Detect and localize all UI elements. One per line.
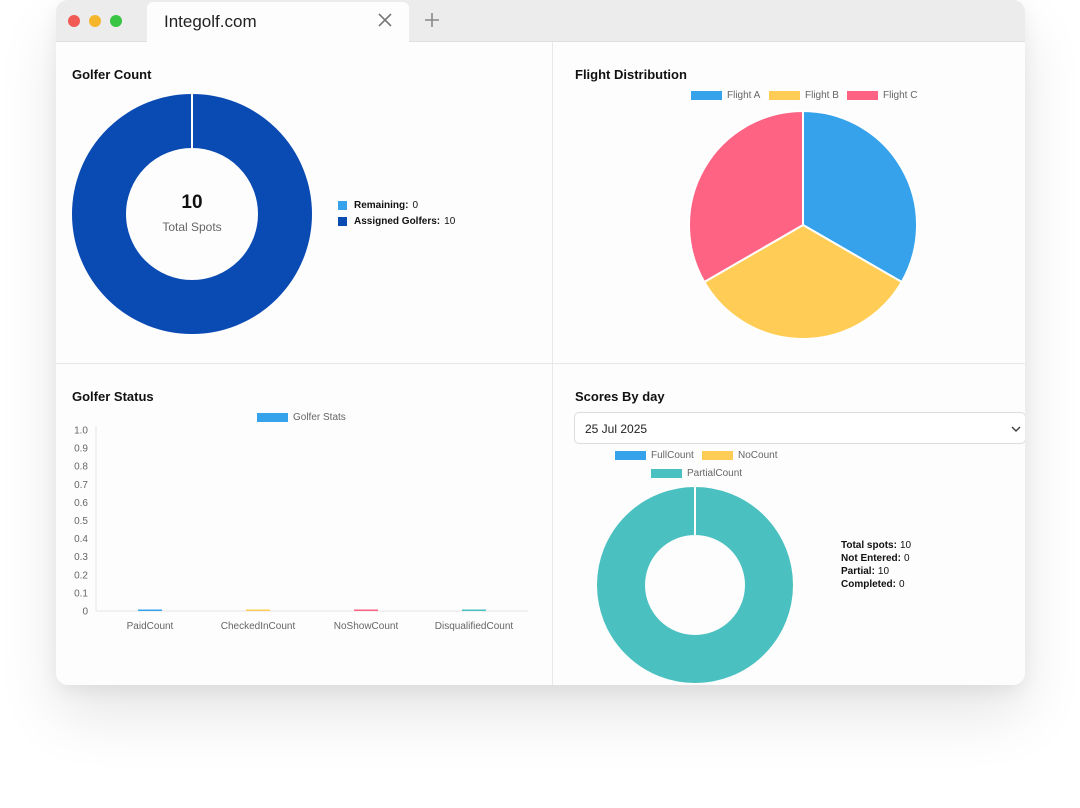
browser-tab[interactable]: Integolf.com xyxy=(147,2,409,42)
flight-a-slice[interactable] xyxy=(802,109,918,284)
y-tick-label: 0.1 xyxy=(74,588,88,599)
new-tab-icon[interactable] xyxy=(422,10,442,30)
minimize-window-button[interactable] xyxy=(89,15,101,27)
flight-b-swatch xyxy=(769,91,800,100)
golfer-status-title: Golfer Status xyxy=(72,389,154,404)
flight-c-label: Flight C xyxy=(883,90,918,101)
legend-flight-c[interactable]: Flight C xyxy=(847,90,917,101)
golfer-count-chart xyxy=(72,94,312,334)
noshowcount-bar[interactable] xyxy=(354,609,378,612)
x-tick-label: DisqualifiedCount xyxy=(435,621,514,632)
y-tick-label: 0.2 xyxy=(74,570,88,581)
chevron-down-icon xyxy=(1011,426,1021,433)
flight-b-slice[interactable] xyxy=(702,223,904,340)
y-tick-label: 0.5 xyxy=(74,516,88,527)
flight-b-label: Flight B xyxy=(805,90,839,101)
fullcount-swatch xyxy=(615,451,646,460)
y-tick-label: 0.8 xyxy=(74,462,88,473)
assigned-golfers-value: 10 xyxy=(444,216,456,227)
stat-completed: Completed: 0 xyxy=(841,578,911,591)
checkedincount-bar[interactable] xyxy=(246,609,270,612)
flight-a-swatch xyxy=(691,91,722,100)
stat-total-spots-value: 10 xyxy=(899,540,912,551)
y-tick-label: 0.4 xyxy=(74,534,88,545)
golfer-stats-label: Golfer Stats xyxy=(293,412,346,423)
nocount-label: NoCount xyxy=(738,450,778,461)
golfer-stats-swatch xyxy=(257,413,288,422)
browser-titlebar: Integolf.com xyxy=(56,0,1025,42)
disqualifiedcount-bar[interactable] xyxy=(462,609,486,612)
stat-total-spots-label: Total spots: xyxy=(841,540,897,551)
flight-c-swatch xyxy=(847,91,878,100)
x-tick-label: CheckedInCount xyxy=(221,621,296,632)
legend-partialcount[interactable]: PartialCount xyxy=(651,468,742,479)
legend-flight-b[interactable]: Flight B xyxy=(769,90,839,101)
legend-flight-a[interactable]: Flight A xyxy=(691,90,760,101)
stat-not-entered-value: 0 xyxy=(904,553,910,564)
assigned-golfers-swatch xyxy=(338,217,347,226)
horizontal-divider xyxy=(56,363,1025,364)
golfer-count-title: Golfer Count xyxy=(72,67,152,82)
close-tab-icon[interactable] xyxy=(375,10,395,30)
stat-not-entered: Not Entered: 0 xyxy=(841,552,911,565)
x-tick-label: NoShowCount xyxy=(334,621,399,632)
stat-not-entered-label: Not Entered: xyxy=(841,553,901,564)
assigned-golfers-label: Assigned Golfers: xyxy=(354,216,441,227)
golfer-status-chart: 0 0.1 0.2 0.3 0.4 0.5 0.6 0.7 0.8 0.9 1.0 PaidCount… xyxy=(74,426,528,632)
y-tick-label: 0.3 xyxy=(74,552,88,563)
nocount-swatch xyxy=(702,451,733,460)
tab-title: Integolf.com xyxy=(164,12,257,31)
legend-remaining: Remaining: 0 xyxy=(338,200,418,211)
flight-a-label: Flight A xyxy=(727,90,761,101)
dashboard-content: Golfer Count 10 Total Spots Remaining: 0… xyxy=(56,42,1025,685)
legend-nocount[interactable]: NoCount xyxy=(702,450,777,461)
flight-distribution-title: Flight Distribution xyxy=(575,67,687,82)
legend-fullcount[interactable]: FullCount xyxy=(615,450,694,461)
legend-golfer-stats[interactable]: Golfer Stats xyxy=(257,412,346,423)
remaining-label: Remaining: xyxy=(354,200,409,211)
fullcount-label: FullCount xyxy=(651,450,694,461)
remaining-swatch xyxy=(338,201,347,210)
date-select-value: 25 Jul 2025 xyxy=(585,422,648,436)
remaining-value: 0 xyxy=(412,200,419,211)
scores-stats: Total spots: 10 Not Entered: 0 Partial: 10 … xyxy=(841,539,911,591)
partialcount-swatch xyxy=(651,469,682,478)
browser-window: Integolf.com Golfer Count 10 Total Spots… xyxy=(56,0,1025,685)
scores-by-day-title: Scores By day xyxy=(575,389,665,404)
y-tick-label: 0.9 xyxy=(74,444,88,455)
date-select[interactable]: 25 Jul 2025 xyxy=(574,412,1025,444)
total-spots-label: Total Spots xyxy=(162,220,222,234)
y-tick-label: 1.0 xyxy=(74,426,88,437)
close-window-button[interactable] xyxy=(68,15,80,27)
total-spots-value: 10 xyxy=(181,192,203,213)
stat-completed-value: 0 xyxy=(899,579,905,590)
y-tick-label: 0.6 xyxy=(74,498,88,509)
flight-distribution-chart xyxy=(688,109,918,340)
x-tick-label: PaidCount xyxy=(127,621,174,632)
paidcount-bar[interactable] xyxy=(138,609,162,612)
y-tick-label: 0.7 xyxy=(74,480,88,491)
flight-c-slice[interactable] xyxy=(688,109,804,284)
maximize-window-button[interactable] xyxy=(110,15,122,27)
partialcount-label: PartialCount xyxy=(687,468,743,479)
stat-total-spots: Total spots: 10 xyxy=(841,539,911,552)
legend-assigned-golfers: Assigned Golfers: 10 xyxy=(338,216,455,227)
stat-partial-label: Partial: xyxy=(841,566,875,577)
y-tick-label: 0 xyxy=(82,607,88,618)
stat-completed-label: Completed: xyxy=(841,579,896,590)
stat-partial: Partial: 10 xyxy=(841,565,911,578)
stat-partial-value: 10 xyxy=(877,566,890,577)
scores-by-day-chart xyxy=(597,487,793,683)
